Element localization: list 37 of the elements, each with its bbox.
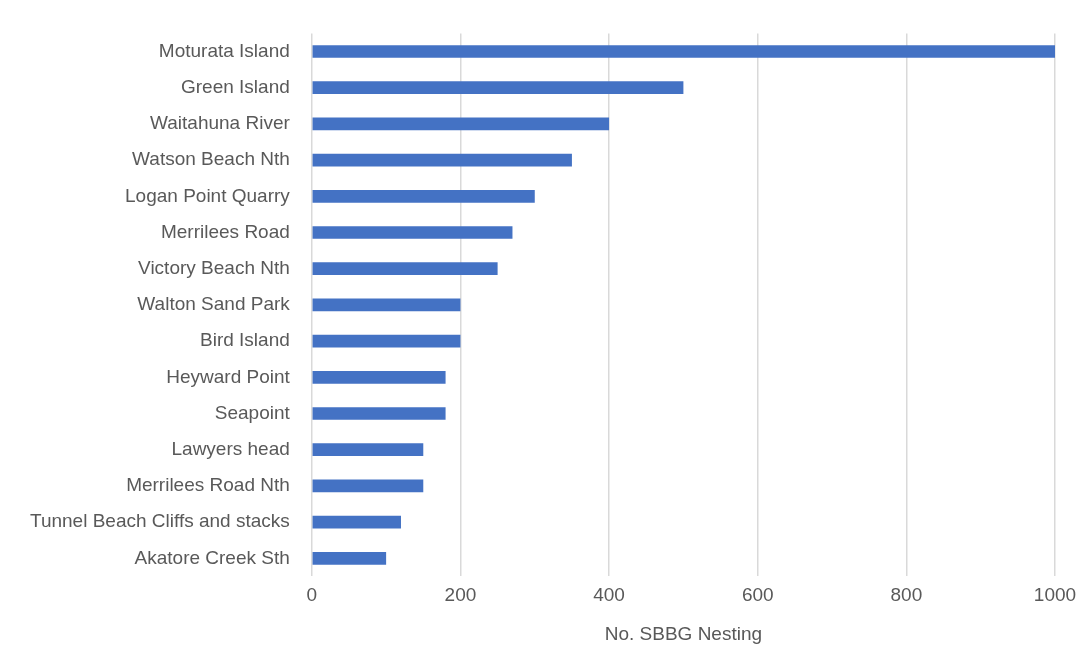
- y-tick-label: Waitahuna River: [150, 112, 291, 134]
- y-tick-label: Walton Sand Park: [137, 293, 291, 315]
- x-tick-label: 1000: [1033, 584, 1077, 606]
- y-tick-label: Merrilees Road Nth: [126, 474, 290, 496]
- bar: [312, 515, 401, 529]
- y-tick-label: Heyward Point: [166, 365, 291, 387]
- bar: [312, 443, 424, 457]
- y-tick-label: Tunnel Beach Cliffs and stacks: [29, 510, 290, 532]
- bar: [312, 262, 498, 276]
- x-tick-label: 400: [593, 584, 625, 606]
- bar: [312, 153, 572, 167]
- y-tick-label: Green Island: [181, 75, 290, 97]
- bar: [312, 189, 535, 203]
- bar: [312, 551, 387, 565]
- bar: [312, 81, 684, 95]
- y-tick-label: Watson Beach Nth: [132, 148, 290, 170]
- x-axis-title: No. SBBG Nesting: [604, 622, 763, 644]
- x-tick-label: 800: [890, 584, 923, 606]
- y-tick-label: Seapoint: [214, 401, 291, 423]
- x-tick-label: 200: [444, 584, 477, 606]
- y-tick-label: Merrilees Road: [160, 220, 290, 242]
- bar: [312, 479, 424, 493]
- bar: [312, 334, 461, 348]
- bar: [312, 370, 446, 384]
- bar: [312, 407, 446, 420]
- y-tick-label: Lawyers head: [171, 437, 290, 459]
- bar: [312, 298, 461, 312]
- y-tick-label: Victory Beach Nth: [138, 256, 290, 278]
- bar: [312, 45, 1055, 58]
- y-tick-label: Akatore Creek Sth: [134, 546, 290, 568]
- x-tick-label: 600: [741, 584, 774, 606]
- bar: [312, 226, 513, 239]
- x-tick-label: 0: [306, 584, 318, 606]
- bar: [312, 117, 610, 131]
- y-tick-label: Bird Island: [200, 329, 290, 351]
- y-tick-label: Moturata Island: [158, 39, 290, 61]
- y-tick-label: Logan Point Quarry: [125, 184, 291, 206]
